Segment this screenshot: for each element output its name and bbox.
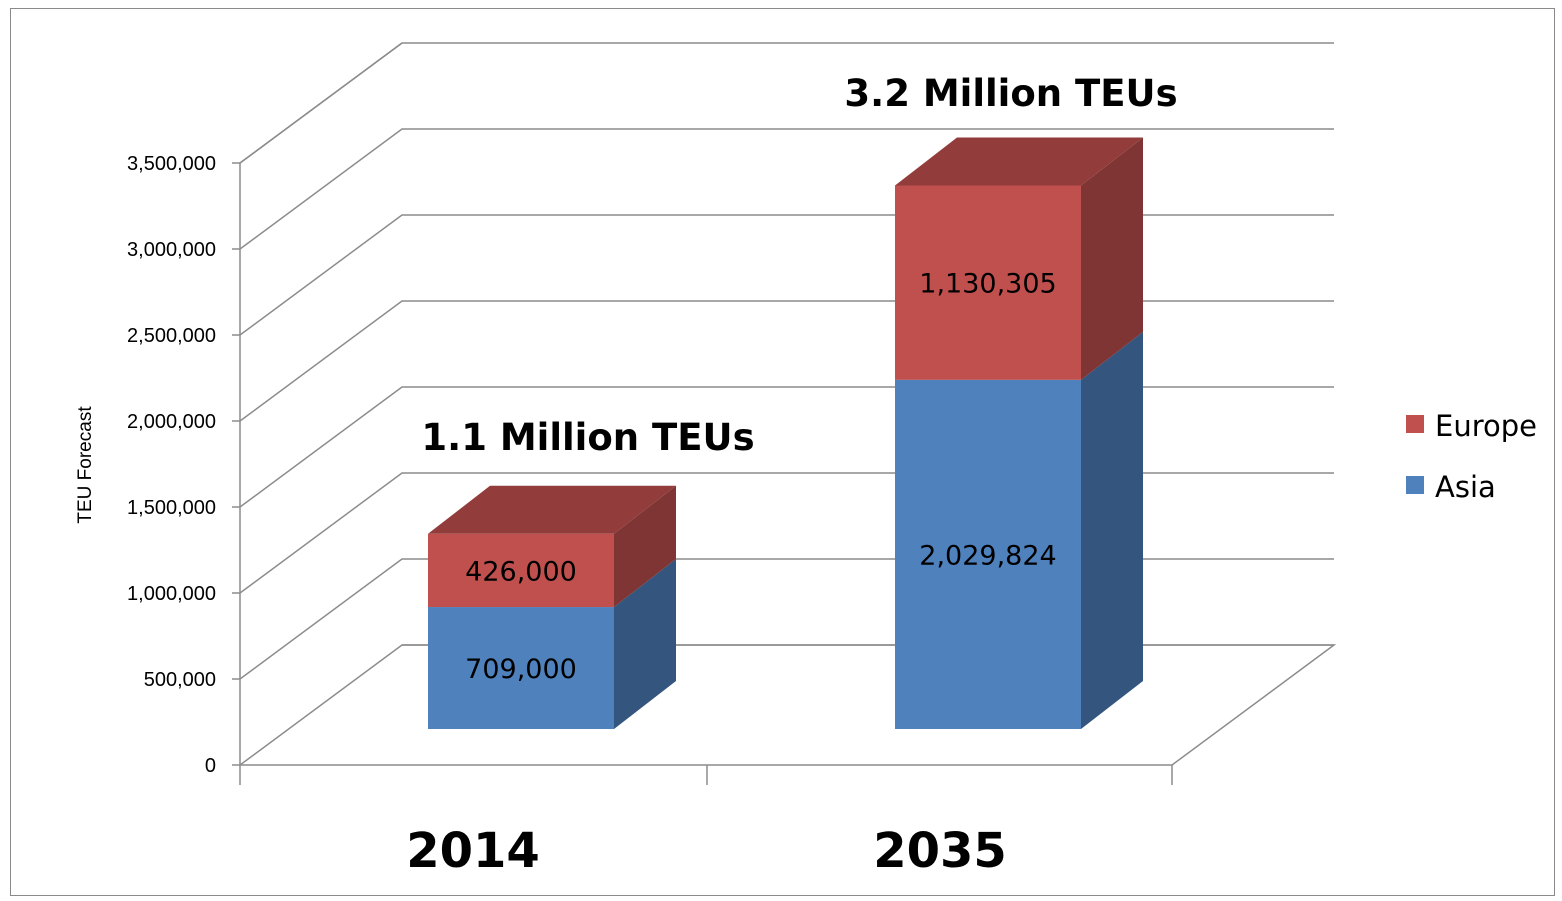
y-tick-label: 1,000,000 [127,583,216,605]
gridline [239,42,1334,164]
y-tick-label: 3,000,000 [127,239,216,261]
gridlines [239,42,1334,766]
gridline [239,558,1334,680]
chart-walls [239,42,1337,766]
y-tick-label: 1,500,000 [127,497,216,519]
total-annotation-2014: 1.1 Million TEUs [421,416,754,459]
bars [428,137,1143,729]
x-category-label-2035: 2035 [873,823,1007,879]
legend-label-asia: Asia [1435,470,1496,504]
bar-europe-2035-front [895,185,1081,380]
data-label-asia-2014: 709,000 [465,654,577,685]
bar-asia-2014-front [428,607,614,729]
bar-europe-2035-side [1081,137,1143,380]
bar-asia-2035-front [895,379,1081,729]
bar-europe-2014-top [428,485,676,534]
bar-europe-2014-front [428,533,614,608]
data-label-asia-2035: 2,029,824 [919,540,1056,571]
legend: Europe Asia [1406,409,1537,504]
total-annotation-2035: 3.2 Million TEUs [844,72,1177,115]
gridline [239,214,1334,336]
gridline [239,300,1334,422]
y-axis-title: TEU Forecast [75,406,96,524]
gridline [239,128,1334,250]
y-tick-label: 3,500,000 [127,153,216,175]
chart-frame [10,8,1555,896]
y-tick-label: 500,000 [144,669,216,691]
legend-swatch-europe [1406,415,1424,433]
bar-europe-2014-side [614,485,676,608]
y-tick-label: 0 [205,755,216,777]
data-label-europe-2014: 426,000 [465,556,577,587]
bar-europe-2035-top [895,137,1143,186]
data-label-europe-2035: 1,130,305 [919,269,1056,300]
data-labels: 709,000 426,000 2014 2,029,824 1,130,305 2035… [406,72,1177,879]
gridline [239,386,1334,508]
x-category-label-2014: 2014 [406,823,540,879]
legend-swatch-asia [1406,476,1424,494]
legend-label-europe: Europe [1435,409,1537,443]
gridline [239,472,1334,594]
bar-asia-2035-side [1081,331,1143,729]
y-tick-label: 2,000,000 [127,411,216,433]
gridline [239,644,1334,766]
y-tick-label: 2,500,000 [127,325,216,347]
bar-asia-2014-side [614,559,676,729]
y-axis: 0 500,000 1,000,000 1,500,000 2,000,000 2,500… [75,153,1173,785]
